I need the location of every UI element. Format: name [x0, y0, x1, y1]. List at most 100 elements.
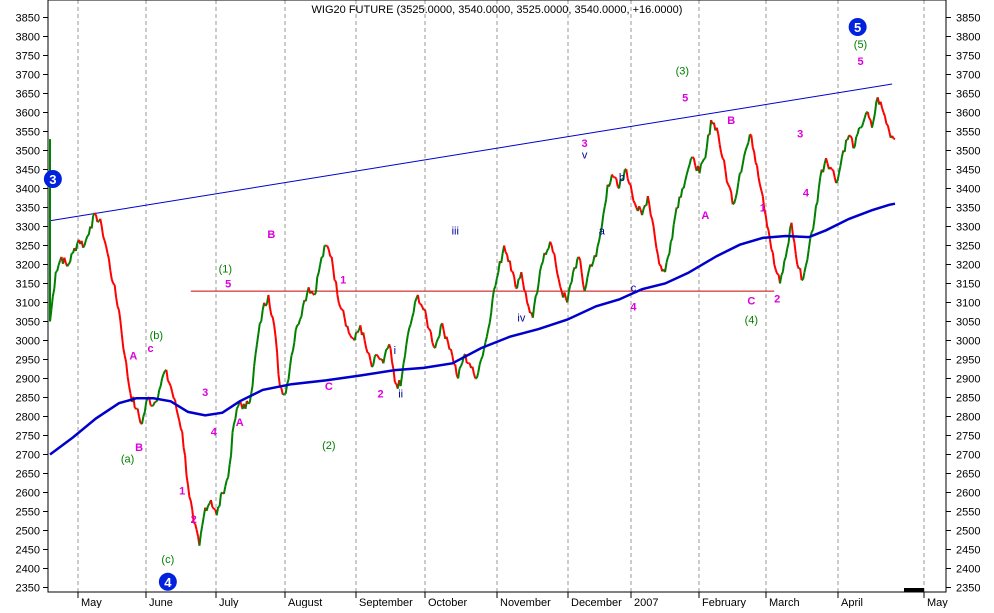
price-segment: [812, 230, 813, 232]
price-segment: [632, 193, 633, 201]
price-segment: [415, 298, 416, 302]
price-segment: [347, 326, 348, 333]
y-tick-label-right: 2350: [956, 583, 980, 595]
price-segment: [317, 273, 318, 277]
y-tick-label-left: 2900: [16, 374, 40, 386]
price-segment: [378, 356, 379, 359]
price-segment: [153, 402, 154, 405]
x-tick-label: July: [219, 597, 239, 608]
price-segment: [115, 285, 116, 297]
price-segment: [707, 135, 708, 148]
price-segment: [533, 305, 534, 318]
price-segment: [734, 199, 735, 204]
price-segment: [171, 386, 172, 392]
price-segment: [220, 493, 221, 506]
price-segment: [355, 332, 356, 340]
price-segment: [92, 216, 93, 228]
price-segment: [339, 303, 340, 307]
wave-label: 2: [774, 294, 780, 306]
wave-label: 5: [857, 56, 863, 68]
price-segment: [524, 290, 525, 292]
price-segment: [349, 333, 350, 336]
y-tick-label-right: 3200: [956, 260, 980, 272]
price-segment: [687, 170, 688, 175]
price-segment: [100, 219, 101, 227]
wave-label: 5: [682, 92, 688, 104]
price-segment: [306, 293, 307, 301]
price-segment: [559, 279, 560, 286]
price-segment: [833, 170, 834, 177]
price-segment: [787, 242, 788, 248]
price-segment: [208, 504, 209, 506]
price-segment: [579, 257, 580, 261]
price-segment: [323, 246, 324, 257]
price-segment: [892, 136, 893, 139]
price-segment: [87, 235, 88, 236]
price-segment: [700, 164, 701, 173]
price-segment: [257, 334, 258, 344]
price-segment: [684, 181, 685, 188]
price-segment: [649, 204, 650, 215]
price-segment: [56, 271, 57, 272]
price-segment: [168, 380, 169, 383]
price-segment: [490, 313, 491, 323]
price-segment: [107, 253, 108, 259]
price-segment: [550, 242, 551, 245]
y-tick-label-right: 2650: [956, 469, 980, 481]
price-segment: [754, 152, 755, 162]
price-segment: [507, 254, 508, 262]
price-segment: [118, 306, 119, 310]
price-segment: [668, 254, 669, 257]
price-segment: [432, 342, 433, 346]
x-tick-label: June: [149, 597, 173, 608]
price-segment: [227, 477, 228, 480]
price-segment: [187, 476, 188, 485]
y-tick-label-left: 3850: [16, 13, 40, 25]
x-tick-label: October: [428, 597, 467, 608]
price-segment: [615, 177, 616, 178]
price-segment: [537, 284, 538, 294]
price-segment: [681, 189, 682, 198]
price-segment: [320, 257, 321, 264]
price-segment: [858, 128, 859, 134]
price-segment: [585, 286, 586, 291]
price-segment: [885, 116, 886, 123]
price-segment: [796, 255, 797, 265]
price-segment: [605, 200, 606, 207]
price-segment: [651, 215, 652, 219]
y-tick-label-left: 3750: [16, 51, 40, 63]
y-tick-label-left: 3050: [16, 317, 40, 329]
price-segment: [875, 102, 876, 114]
price-segment: [291, 351, 292, 356]
price-segment: [557, 274, 558, 280]
price-segment: [437, 339, 438, 342]
price-segment: [586, 277, 587, 286]
price-segment: [813, 219, 814, 230]
y-tick-label-left: 2750: [16, 431, 40, 443]
price-segment: [540, 265, 541, 271]
price-segment: [412, 313, 413, 318]
price-segment: [781, 272, 782, 275]
price-segment: [477, 373, 478, 379]
y-tick-label-left: 3450: [16, 165, 40, 177]
price-segment: [671, 238, 672, 241]
price-segment: [665, 263, 666, 272]
y-tick-label-right: 3050: [956, 317, 980, 329]
price-segment: [83, 246, 84, 248]
price-segment: [727, 182, 728, 185]
price-segment: [386, 349, 387, 350]
price-segment: [103, 236, 104, 240]
price-segment: [112, 279, 113, 283]
y-tick-label-right: 2800: [956, 412, 980, 424]
price-segment: [270, 307, 271, 315]
price-segment: [281, 388, 282, 395]
price-segment: [174, 398, 175, 399]
wave-label: i: [394, 345, 396, 357]
price-segment: [541, 262, 542, 265]
price-segment: [447, 337, 448, 343]
price-segment: [411, 318, 412, 325]
price-segment: [451, 349, 452, 355]
wave-label: (c): [161, 554, 174, 566]
price-segment: [350, 335, 351, 338]
y-tick-label-right: 2850: [956, 393, 980, 405]
